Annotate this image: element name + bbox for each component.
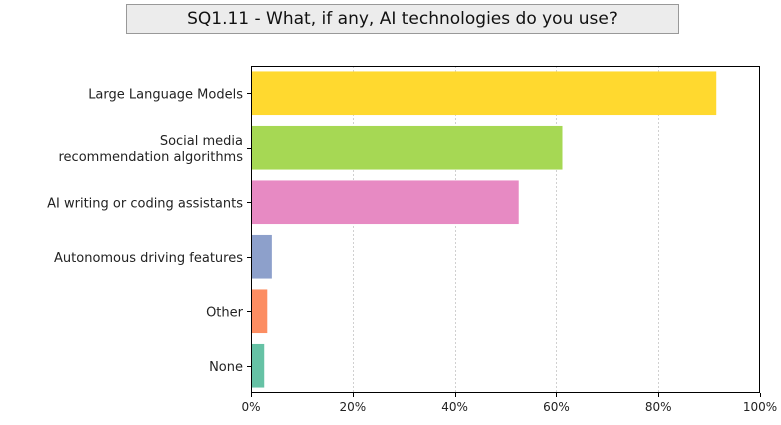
x-tick-label: 0% [241,400,260,414]
x-tick-label: 100% [743,400,777,414]
x-tick-label: 40% [441,400,468,414]
bar [251,71,717,116]
category-label: Other [206,305,244,320]
x-axis-ticks: 0% 20% 40% 60% 80% 100% [241,393,777,414]
category-label: AI writing or coding assistants [47,196,243,211]
x-tick-label: 60% [543,400,570,414]
bar [251,343,265,388]
category-label: Social media recommendation algorithms [59,134,244,165]
grid-lines [353,66,659,393]
chart-title: SQ1.11 - What, if any, AI technologies d… [126,4,679,34]
category-label: None [209,360,243,375]
bar [251,289,268,334]
bar [251,125,563,170]
bars [251,71,717,388]
x-tick-label: 20% [339,400,366,414]
bar [251,180,519,225]
category-label: Autonomous driving features [54,251,243,266]
plot-frame [251,66,760,393]
x-tick-label: 80% [645,400,672,414]
category-labels: Large Language Models Social media recomme… [47,87,251,375]
bar [251,234,272,279]
category-label: Large Language Models [88,87,243,102]
